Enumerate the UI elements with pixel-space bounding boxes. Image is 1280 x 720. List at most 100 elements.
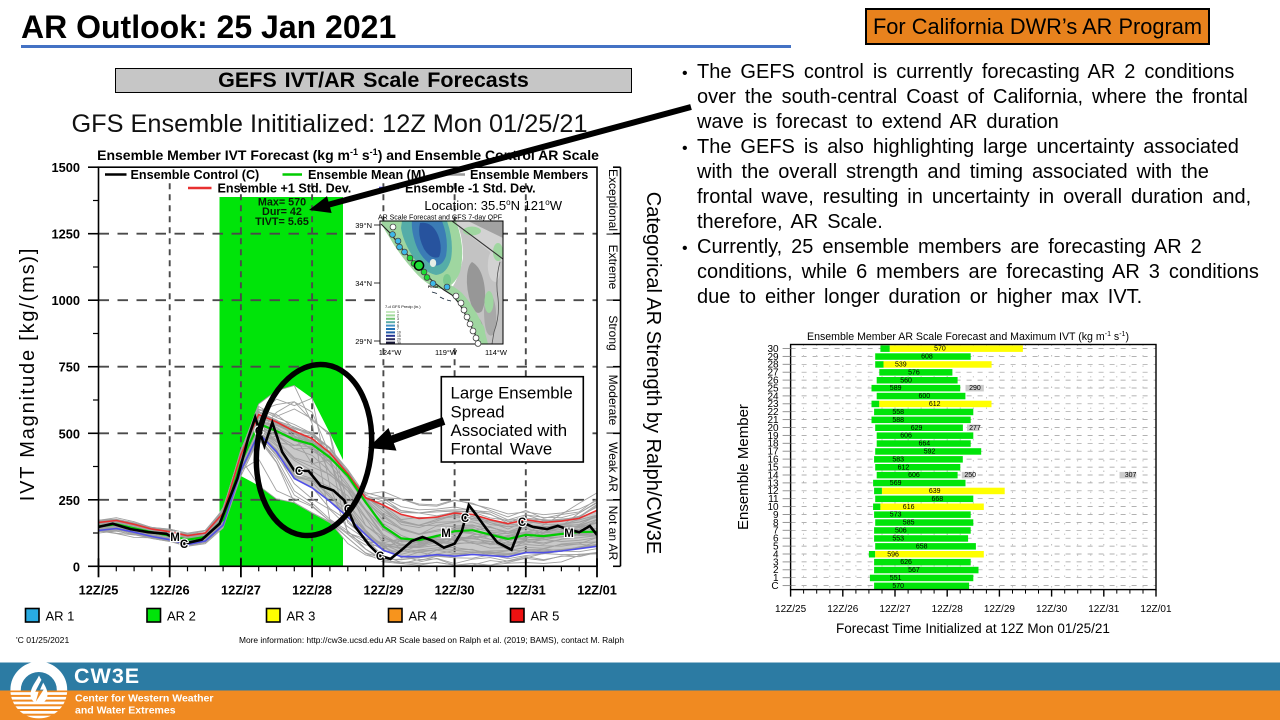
svg-text:10: 10	[397, 331, 401, 335]
svg-text:Categorical AR Strength by Ral: Categorical AR Strength by Ralph/CW3E	[642, 192, 664, 554]
svg-text:Strong: Strong	[606, 315, 620, 350]
svg-text:Ensemble Members: Ensemble Members	[470, 168, 588, 182]
svg-text:551: 551	[890, 575, 902, 582]
svg-text:C: C	[518, 517, 526, 529]
svg-text:3: 3	[397, 317, 399, 321]
svg-text:|: |	[606, 365, 620, 368]
svg-text:1: 1	[397, 310, 399, 314]
svg-text:539: 539	[895, 362, 907, 369]
svg-text:12Z/30: 12Z/30	[435, 583, 475, 598]
svg-text:Max= 570: Max= 570	[258, 197, 306, 209]
svg-text:C: C	[295, 466, 303, 478]
svg-text:567: 567	[908, 567, 920, 574]
svg-text:AR 3: AR 3	[287, 609, 316, 624]
svg-text:5: 5	[773, 542, 779, 553]
svg-text:AR 2: AR 2	[167, 609, 196, 624]
svg-text:20: 20	[397, 337, 401, 341]
svg-text:570: 570	[892, 583, 904, 590]
svg-text:Ensemble Mean (M): Ensemble Mean (M)	[308, 168, 426, 182]
svg-text:12Z/28: 12Z/28	[932, 604, 964, 615]
svg-text:606: 606	[900, 433, 912, 440]
svg-text:5: 5	[397, 324, 399, 328]
svg-text:25: 25	[767, 383, 779, 394]
svg-text:7: 7	[773, 526, 779, 537]
svg-text:and Water Extremes: and Water Extremes	[75, 705, 176, 717]
svg-text:12Z/30: 12Z/30	[1036, 604, 1068, 615]
svg-text:612: 612	[929, 401, 941, 408]
svg-text:6: 6	[773, 534, 779, 545]
svg-text:583: 583	[892, 456, 904, 463]
svg-text:24: 24	[767, 391, 779, 402]
svg-text:|: |	[606, 298, 620, 301]
svg-text:629: 629	[911, 425, 923, 432]
svg-text:29: 29	[767, 352, 779, 363]
svg-text:16: 16	[767, 455, 779, 466]
svg-text:569: 569	[890, 480, 902, 487]
svg-text:570: 570	[934, 346, 946, 353]
svg-text:29°N: 29°N	[355, 337, 372, 346]
svg-text:39°N: 39°N	[355, 221, 372, 230]
svg-text:12Z/27: 12Z/27	[221, 583, 261, 598]
svg-text:12Z/01: 12Z/01	[577, 583, 617, 598]
svg-text:307: 307	[1125, 472, 1137, 479]
svg-text:Associated with: Associated with	[451, 421, 568, 440]
svg-text:668: 668	[932, 496, 944, 503]
svg-text:AR 4: AR 4	[409, 609, 438, 624]
svg-text:20: 20	[767, 423, 779, 434]
svg-text:C: C	[180, 539, 188, 551]
svg-text:596: 596	[887, 551, 899, 558]
svg-text:Not an AR: Not an AR	[606, 506, 620, 561]
svg-text:CW3E: CW3E	[74, 664, 140, 688]
svg-text:573: 573	[890, 512, 902, 519]
svg-text:585: 585	[903, 520, 915, 527]
svg-text:608: 608	[921, 354, 933, 361]
svg-text:23: 23	[767, 399, 779, 410]
svg-text:34°N: 34°N	[355, 279, 372, 288]
svg-text:558: 558	[892, 409, 904, 416]
svg-text:12Z/25: 12Z/25	[775, 604, 807, 615]
svg-text:19: 19	[767, 431, 779, 442]
svg-text:Spread: Spread	[451, 402, 505, 421]
svg-text:290: 290	[969, 385, 981, 392]
svg-text:12Z/29: 12Z/29	[363, 583, 403, 598]
svg-text:TIVT= 5.65: TIVT= 5.65	[255, 216, 309, 228]
svg-text:250: 250	[964, 472, 976, 479]
svg-text:21: 21	[767, 415, 779, 426]
svg-text:GFS Ensemble Inititialized: 12: GFS Ensemble Inititialized: 12Z Mon 01/2…	[71, 110, 587, 138]
svg-text:9: 9	[773, 510, 779, 521]
svg-text:500: 500	[59, 426, 80, 441]
svg-text:12Z/27: 12Z/27	[879, 604, 911, 615]
svg-text:M: M	[441, 528, 451, 540]
svg-text:592: 592	[924, 449, 936, 456]
svg-text:22: 22	[767, 407, 779, 418]
svg-text:124°W: 124°W	[379, 348, 403, 357]
svg-text:15: 15	[767, 462, 779, 473]
svg-text:8: 8	[773, 518, 779, 529]
svg-text:Ensemble Member AR Scale Forec: Ensemble Member AR Scale Forecast and Ma…	[807, 331, 1129, 343]
svg-text:Ensemble +1 Std. Dev.: Ensemble +1 Std. Dev.	[218, 181, 352, 195]
svg-text:616: 616	[903, 504, 915, 511]
svg-text:30: 30	[397, 341, 401, 345]
svg-text:3: 3	[773, 557, 779, 568]
svg-text:612: 612	[898, 464, 910, 471]
svg-text:750: 750	[59, 360, 80, 375]
svg-text:12Z/26: 12Z/26	[150, 583, 190, 598]
svg-text:M: M	[170, 532, 180, 544]
svg-text:18: 18	[767, 439, 779, 450]
svg-text:589: 589	[890, 385, 902, 392]
svg-text:1000: 1000	[52, 293, 80, 308]
svg-text:AR 1: AR 1	[46, 609, 75, 624]
svg-text:Extreme: Extreme	[606, 245, 620, 290]
svg-text:560: 560	[900, 377, 912, 384]
svg-text:14: 14	[767, 470, 779, 481]
svg-text:Large Ensemble: Large Ensemble	[451, 384, 573, 403]
svg-text:12Z/31: 12Z/31	[506, 583, 546, 598]
svg-text:17: 17	[767, 447, 779, 458]
svg-text:Moderate: Moderate	[606, 375, 620, 426]
svg-text:2: 2	[773, 565, 779, 576]
svg-text:27: 27	[767, 368, 779, 379]
svg-text:26: 26	[767, 376, 779, 387]
svg-text:1500: 1500	[52, 160, 80, 175]
svg-text:C: C	[461, 513, 469, 525]
svg-text:7: 7	[397, 327, 399, 331]
